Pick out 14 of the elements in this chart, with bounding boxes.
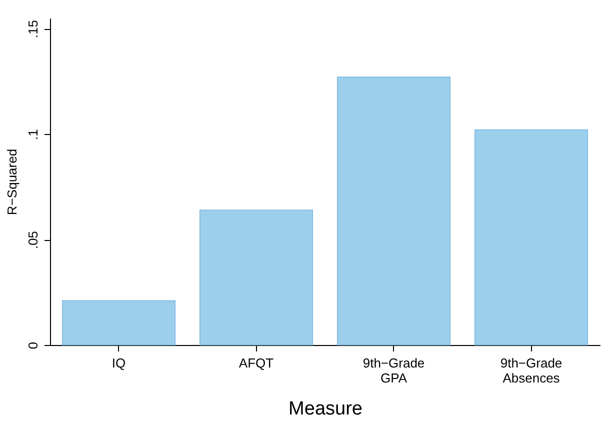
bar (199, 210, 314, 346)
x-axis-title: Measure (288, 398, 362, 420)
x-tick-label: 9th−Grade GPA (362, 356, 425, 386)
y-tick-label: .15 (26, 20, 40, 38)
bar (474, 129, 588, 346)
bar (62, 300, 176, 346)
x-tick-label: IQ (112, 356, 126, 370)
y-tick-label: .1 (26, 129, 40, 140)
x-tick-label: 9th−Grade Absences (500, 356, 562, 386)
y-tick-label: .05 (26, 230, 40, 250)
bar (336, 76, 451, 346)
x-tick-label: AFQT (238, 356, 274, 370)
y-axis-title: R−Squared (4, 148, 20, 216)
y-tick-label: 0 (26, 342, 40, 350)
